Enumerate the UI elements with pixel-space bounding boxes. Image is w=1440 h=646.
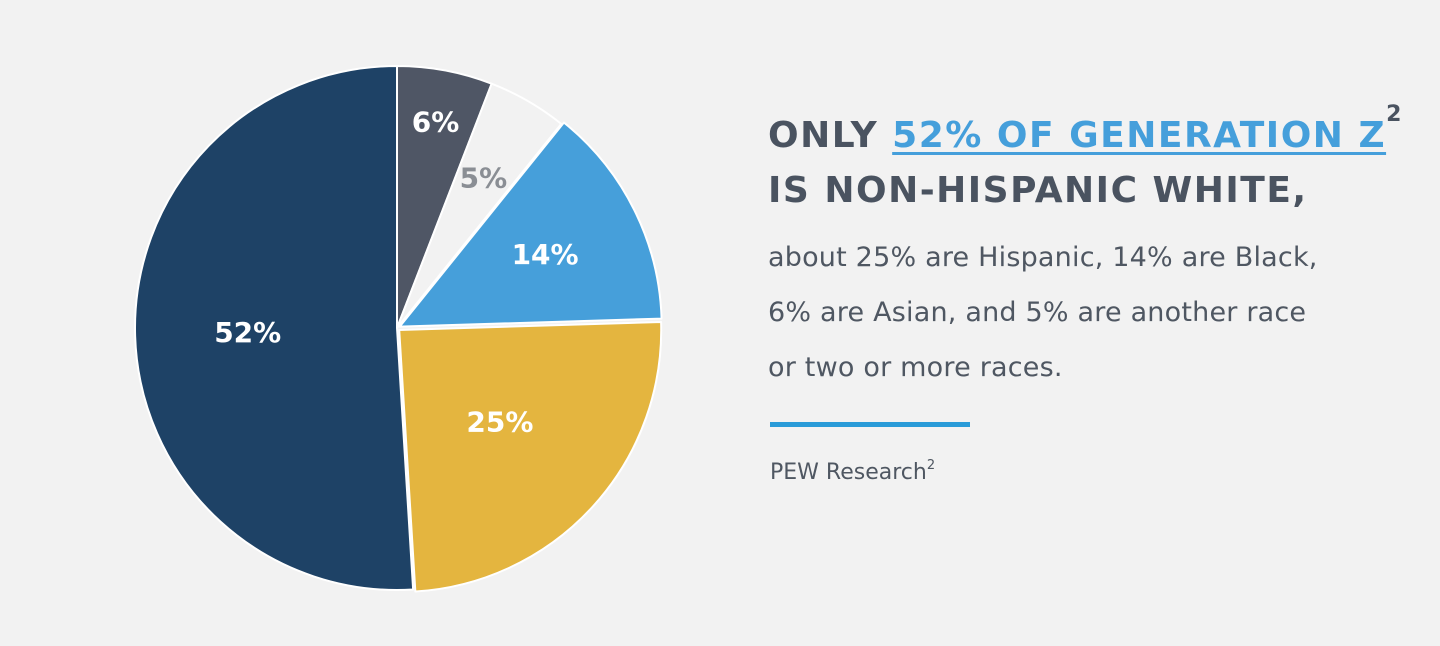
headline-highlight-link[interactable]: 52% OF GENERATION Z [892, 115, 1387, 156]
pie-labels: 6%5% 14% 25% 52% [214, 105, 578, 438]
headline-part1: ONLY [768, 115, 893, 156]
slice-label-25pct: 25% [466, 405, 533, 438]
pie-slice-25pct [398, 320, 663, 593]
pie-slice-14pct [398, 121, 663, 328]
slice-label-5pct: 5% [460, 162, 508, 195]
source-citation: PEW Research2 [770, 458, 1408, 485]
pie-slice-52pct [134, 65, 415, 591]
pie-slice-5pct [396, 82, 563, 329]
divider [770, 422, 970, 427]
source-footnote-marker: 2 [926, 458, 936, 473]
text-panel: ONLY 52% OF GENERATION Z2 IS NON-HISPANI… [768, 104, 1408, 486]
slice-label-52pct: 52% [214, 316, 281, 349]
pie-slices [134, 65, 663, 593]
headline: ONLY 52% OF GENERATION Z2 IS NON-HISPANI… [768, 104, 1408, 218]
headline-footnote-marker: 2 [1386, 102, 1403, 127]
source-text: PEW Research [770, 460, 927, 485]
slice-label-14pct: 14% [512, 238, 579, 271]
slice-label-6pct: 6% [412, 105, 460, 138]
headline-part2: IS NON-HISPANIC WHITE, [768, 170, 1308, 211]
body-text: about 25% are Hispanic, 14% are Black, 6… [768, 242, 1318, 383]
pie-chart: 6%5% 14% 25% 52% [134, 65, 663, 593]
